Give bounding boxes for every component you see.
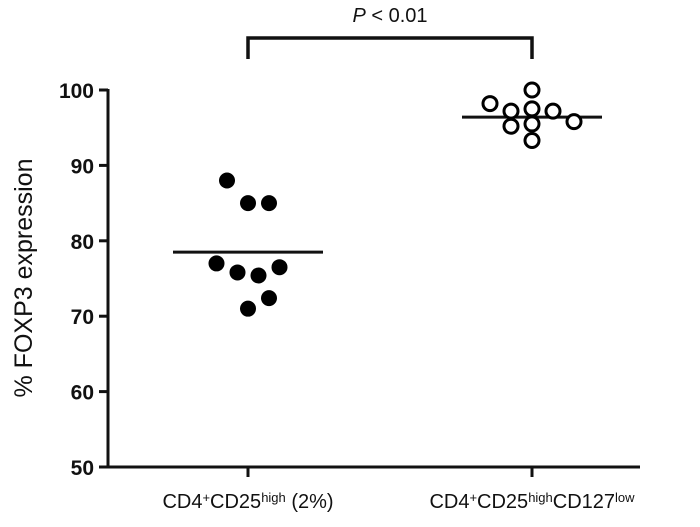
y-tick-label: 60: [71, 382, 94, 405]
bracket-line: [246, 36, 534, 59]
category-label-part: CD4: [162, 491, 202, 513]
y-tick-label: 70: [71, 306, 94, 329]
category-label-part: (2%): [286, 491, 334, 513]
filled-data-point: [261, 290, 277, 307]
open-data-point: [523, 100, 541, 118]
open-data-point: [523, 115, 541, 133]
y-tick-label: 50: [71, 457, 94, 480]
category-label-part: +: [469, 490, 477, 505]
x-category-label: CD4+CD25high (2%): [162, 490, 333, 513]
filled-data-point: [219, 172, 235, 189]
category-label-part: low: [615, 490, 635, 505]
open-data-point: [544, 102, 562, 120]
category-label-part: high: [528, 490, 553, 505]
open-data-point: [523, 81, 541, 99]
category-label-part: CD25: [210, 491, 261, 513]
y-tick-label: 100: [59, 80, 94, 103]
p-value-label: P < 0.01: [352, 5, 427, 27]
open-data-point: [502, 117, 520, 135]
p-threshold: < 0.01: [366, 5, 428, 27]
category-label-part: CD25: [477, 491, 528, 513]
data-points: [208, 81, 583, 317]
open-data-point: [481, 95, 499, 113]
filled-data-point: [240, 195, 256, 212]
y-axis-label: % FOXP3 expression: [10, 159, 38, 398]
chart-axes: [106, 89, 640, 469]
category-label-part: high: [261, 490, 286, 505]
p-symbol: P: [352, 5, 366, 27]
y-axis-ticks: 50 60 70 80 90 100: [59, 80, 108, 480]
open-data-point: [565, 113, 583, 131]
filled-data-point: [250, 267, 267, 284]
filled-data-point: [229, 264, 246, 281]
y-tick-label: 90: [71, 155, 94, 178]
filled-data-point: [208, 255, 225, 272]
category-label-part: +: [202, 490, 210, 505]
x-axis-categories: CD4+CD25high (2%) CD4+CD25highCD127low: [162, 467, 635, 513]
category-label-part: CD4: [429, 491, 469, 513]
open-data-point: [502, 102, 520, 120]
category-label-part: CD127: [553, 491, 615, 513]
filled-data-point: [261, 195, 277, 212]
filled-data-point: [240, 300, 256, 317]
open-data-point: [523, 132, 541, 150]
filled-data-point: [271, 259, 288, 276]
y-tick-label: 80: [71, 231, 94, 254]
significance-bracket: P < 0.01: [246, 5, 534, 59]
x-category-label: CD4+CD25highCD127low: [429, 490, 635, 513]
